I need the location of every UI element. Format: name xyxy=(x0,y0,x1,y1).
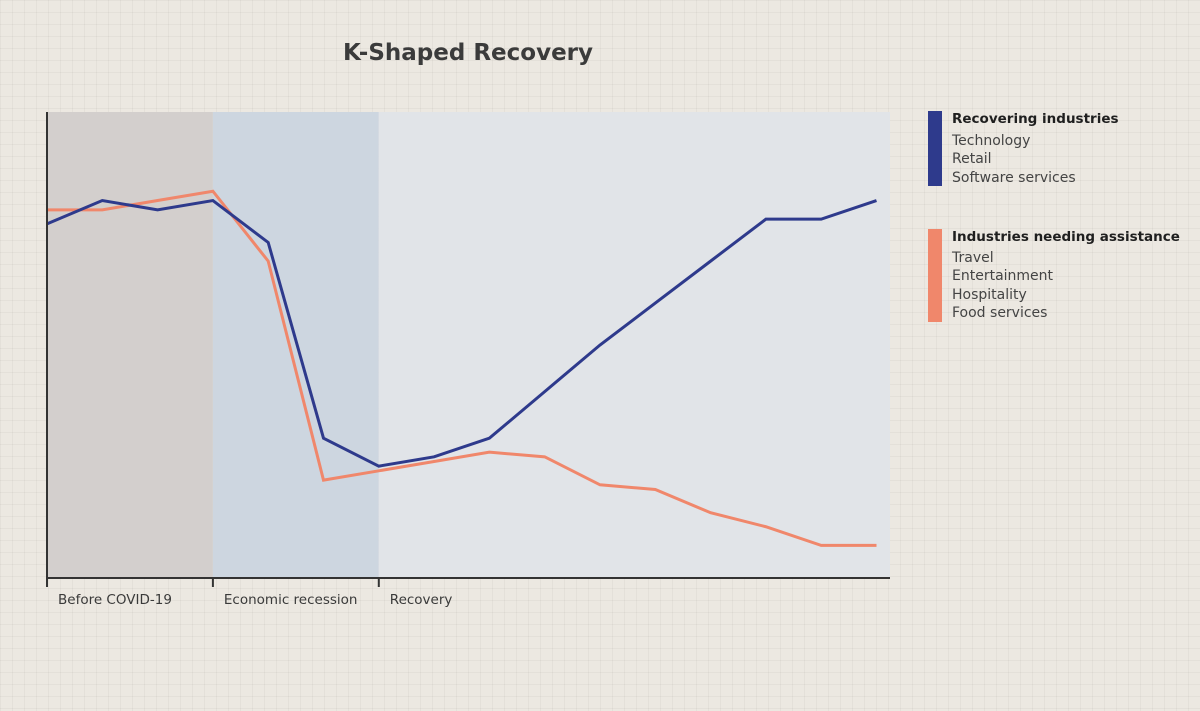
legend-item: Entertainment xyxy=(952,268,1054,284)
legend-title-recovering: Recovering industries xyxy=(952,111,1119,127)
region-label: Economic recession xyxy=(224,592,358,608)
chart-title: K-Shaped Recovery xyxy=(342,40,594,66)
legend-item: Software services xyxy=(952,170,1076,186)
region-band xyxy=(47,112,213,578)
legend-swatch-assistance xyxy=(928,229,942,322)
region-label: Before COVID-19 xyxy=(58,592,172,608)
legend-item: Hospitality xyxy=(952,287,1027,303)
region-label: Recovery xyxy=(390,592,453,608)
series-line xyxy=(46,198,877,468)
legend-swatch-recovering xyxy=(928,111,942,186)
region-band xyxy=(378,112,890,578)
legend-item: Retail xyxy=(952,151,992,167)
series-line xyxy=(47,189,877,547)
legend-item: Technology xyxy=(952,133,1031,149)
legend-item: Food services xyxy=(952,305,1048,321)
k-shaped-line-chart: Before COVID-19 Economic recession Recover… xyxy=(46,112,890,608)
legend-item: Travel xyxy=(952,250,994,266)
legend-title-assistance: Industries needing assistance xyxy=(952,229,1180,245)
